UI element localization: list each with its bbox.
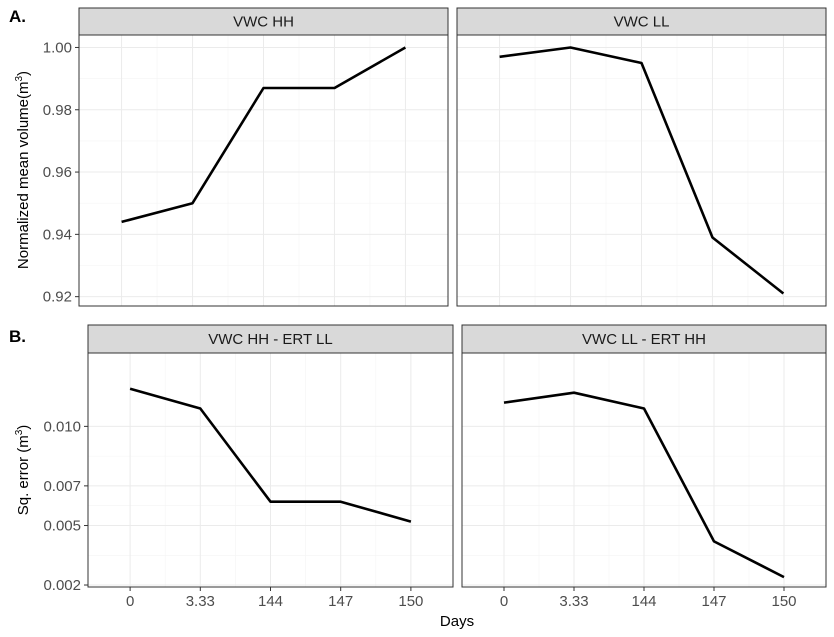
facet-strip [78,7,449,36]
panel-1: VWC HH 0.92 0.94 0.96 0.98 1.00 [43,7,449,307]
x-tick-label: 3.33 [559,593,588,610]
facet-strip [87,324,454,354]
series-line [499,46,785,295]
y-axis-title-bottom-sup: 3 [14,429,25,435]
y-tick-label: 1.00 [43,39,72,56]
y-axis-title-bottom: Sq. error (m3) [14,425,32,516]
x-tick-label: 147 [701,593,726,610]
y-axis-title-bottom-text: Sq. error (m [15,435,32,515]
panel-2: VWC LL [456,7,827,307]
y-tick-label: 0.94 [43,226,72,243]
x-tick-label: 150 [771,593,796,610]
y-tick-label: 0.98 [43,102,72,119]
y-axis-title-top-close: ) [15,71,32,76]
y-axis-title-bottom-close: ) [15,425,32,430]
y-tick-label: 0.005 [43,518,81,535]
y-axis-title-top-text: Normalized mean volume(m [15,82,32,270]
panel-4: VWC LL - ERT HH 0 3.33 144 147 150 [461,324,827,610]
facet-title: VWC LL [614,14,670,31]
facet-title: VWC LL - ERT HH [582,331,706,348]
x-axis-title: Days [440,613,474,630]
y-tick-label: 0.007 [43,478,81,495]
panel-label-a: A. [9,7,26,26]
y-tick-label: 0.96 [43,164,72,181]
facet-title: VWC HH [233,14,294,31]
x-tick-label: 0 [500,593,508,610]
y-tick-label: 0.92 [43,289,72,306]
chart-panels: VWC HH 0.92 0.94 0.96 0.98 1.00 VWC LL VWC HH -… [43,7,827,610]
panel-3: VWC HH - ERT LL 0.002 0.005 0.007 0.010 0 3.33… [43,324,454,610]
x-tick-label: 144 [631,593,656,610]
x-tick-label: 0 [126,593,134,610]
y-tick-label: 0.010 [43,418,81,435]
series-line [129,387,412,523]
x-tick-label: 150 [398,593,423,610]
x-tick-label: 147 [328,593,353,610]
facet-title: VWC HH - ERT LL [208,331,332,348]
series-line [503,391,785,579]
x-tick-label: 144 [258,593,283,610]
series-line [121,46,407,224]
x-tick-label: 3.33 [186,593,215,610]
facet-strip [456,7,827,36]
y-tick-label: 0.002 [43,577,81,594]
y-axis-title-top: Normalized mean volume(m3) [14,71,32,269]
y-axis-title-top-sup: 3 [14,76,25,82]
panel-label-b: B. [9,327,26,346]
facet-strip [461,324,827,354]
